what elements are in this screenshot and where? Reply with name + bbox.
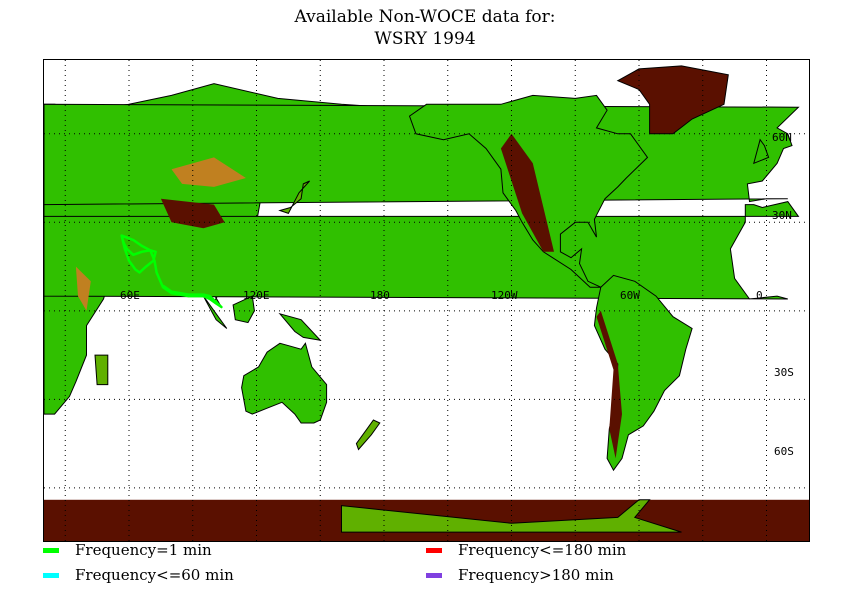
legend-item-freq-1min: Frequency=1 min bbox=[43, 541, 212, 559]
lat-label-60n: 60N bbox=[772, 131, 792, 144]
cruise-track-line bbox=[120, 234, 223, 309]
world-map: 60E 120E 180 120W 60W 0 60N 30N 30S 60S bbox=[43, 59, 810, 542]
sumatra-landmass bbox=[202, 295, 228, 329]
lon-label-120w: 120W bbox=[491, 289, 518, 302]
title-line-2: WSRY 1994 bbox=[374, 29, 476, 49]
west-africa-landmass bbox=[44, 201, 800, 300]
britain-landmass bbox=[753, 138, 770, 165]
legend-swatch bbox=[43, 547, 59, 553]
tibet-plateau bbox=[160, 198, 225, 229]
mongolia-plateau bbox=[171, 157, 246, 187]
new-guinea-landmass bbox=[278, 312, 322, 342]
legend-swatch bbox=[426, 547, 442, 553]
legend-label: Frequency=1 min bbox=[75, 541, 212, 559]
antarctica-shelf bbox=[341, 499, 682, 533]
map-canvas bbox=[44, 60, 809, 541]
legend-label: Frequency>180 min bbox=[458, 566, 614, 584]
legend-item-freq-180min: Frequency<=180 min bbox=[426, 541, 626, 559]
rocky-mountains bbox=[500, 133, 554, 252]
legend-swatch bbox=[43, 572, 59, 578]
legend-swatch bbox=[426, 572, 442, 578]
title-line-1: Available Non-WOCE data for: bbox=[294, 7, 556, 27]
japan-landmass bbox=[278, 180, 310, 215]
lon-label-120e: 120E bbox=[243, 289, 270, 302]
map-title: Available Non-WOCE data for: WSRY 1994 bbox=[0, 6, 850, 50]
legend-item-freq-60min: Frequency<=60 min bbox=[43, 566, 234, 584]
lon-label-60e: 60E bbox=[120, 289, 140, 302]
new-zealand-landmass bbox=[355, 419, 381, 451]
greenland-landmass bbox=[616, 65, 729, 135]
legend-label: Frequency<=60 min bbox=[75, 566, 234, 584]
madagascar-landmass bbox=[94, 354, 109, 386]
andes-mountains bbox=[596, 310, 622, 459]
south-america-landmass bbox=[593, 274, 693, 472]
lat-label-30n: 30N bbox=[772, 209, 792, 222]
lon-label-60w: 60W bbox=[620, 289, 640, 302]
lat-label-30s: 30S bbox=[774, 366, 794, 379]
lon-label-180: 180 bbox=[370, 289, 390, 302]
legend-item-freq-over180min: Frequency>180 min bbox=[426, 566, 614, 584]
lon-label-0: 0 bbox=[756, 289, 763, 302]
lat-label-60s: 60S bbox=[774, 445, 794, 458]
ethiopia-highlands bbox=[75, 266, 91, 311]
borneo-landmass bbox=[232, 295, 255, 324]
australia-landmass bbox=[241, 342, 328, 424]
legend-label: Frequency<=180 min bbox=[458, 541, 627, 559]
